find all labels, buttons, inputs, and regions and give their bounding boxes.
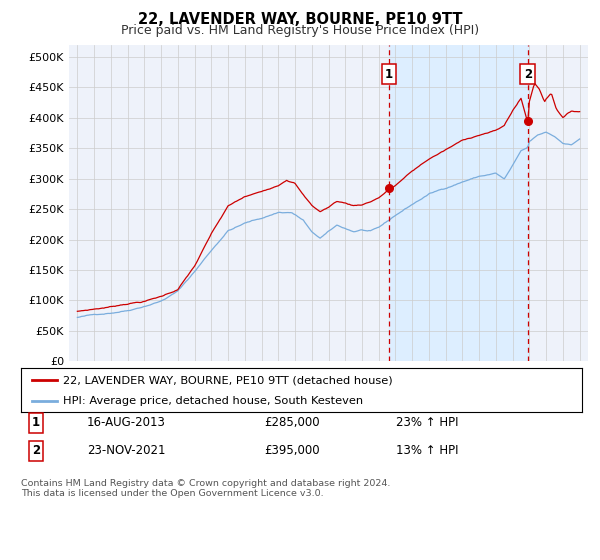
Text: 22, LAVENDER WAY, BOURNE, PE10 9TT: 22, LAVENDER WAY, BOURNE, PE10 9TT — [138, 12, 462, 27]
Text: Price paid vs. HM Land Registry's House Price Index (HPI): Price paid vs. HM Land Registry's House … — [121, 24, 479, 36]
Text: £285,000: £285,000 — [264, 416, 320, 430]
Text: 23-NOV-2021: 23-NOV-2021 — [87, 444, 166, 458]
Bar — [389, 45, 528, 361]
Text: 2: 2 — [32, 444, 40, 458]
Text: 22, LAVENDER WAY, BOURNE, PE10 9TT (detached house): 22, LAVENDER WAY, BOURNE, PE10 9TT (deta… — [63, 375, 392, 385]
Text: 13% ↑ HPI: 13% ↑ HPI — [396, 444, 458, 458]
Text: 23% ↑ HPI: 23% ↑ HPI — [396, 416, 458, 430]
Text: 2: 2 — [524, 68, 532, 81]
Text: 1: 1 — [385, 68, 393, 81]
Text: 16-AUG-2013: 16-AUG-2013 — [87, 416, 166, 430]
Text: 1: 1 — [32, 416, 40, 430]
Text: HPI: Average price, detached house, South Kesteven: HPI: Average price, detached house, Sout… — [63, 396, 363, 405]
Text: Contains HM Land Registry data © Crown copyright and database right 2024.
This d: Contains HM Land Registry data © Crown c… — [21, 479, 391, 498]
Text: £395,000: £395,000 — [264, 444, 320, 458]
